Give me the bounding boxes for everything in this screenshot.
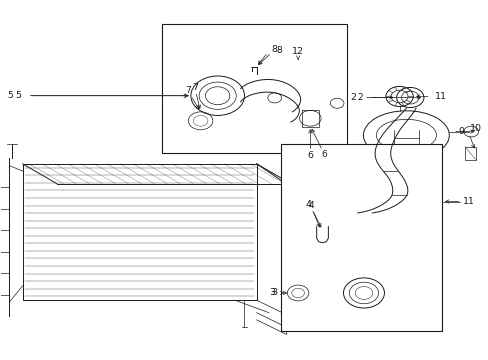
Text: 5: 5 <box>7 91 13 100</box>
Text: 3: 3 <box>271 288 277 297</box>
Text: 6: 6 <box>321 150 326 159</box>
Text: 6: 6 <box>306 152 313 161</box>
Text: 1: 1 <box>467 197 472 206</box>
Text: 8: 8 <box>276 46 282 55</box>
Text: 7: 7 <box>185 86 191 95</box>
Text: 9: 9 <box>457 127 463 136</box>
Bar <box>464 147 475 159</box>
Text: 2: 2 <box>350 93 356 102</box>
Text: 10: 10 <box>469 124 481 133</box>
Text: 5: 5 <box>15 91 21 100</box>
Text: 4: 4 <box>305 200 311 209</box>
Text: 7: 7 <box>191 82 197 91</box>
Bar <box>281 144 441 330</box>
Text: 3: 3 <box>268 288 274 297</box>
Text: 12: 12 <box>291 47 304 56</box>
Bar <box>161 24 346 153</box>
Text: 4: 4 <box>308 201 314 210</box>
Text: 11: 11 <box>434 92 446 101</box>
Text: 1: 1 <box>462 197 468 206</box>
Text: 2: 2 <box>356 93 362 102</box>
Text: 8: 8 <box>271 45 277 54</box>
